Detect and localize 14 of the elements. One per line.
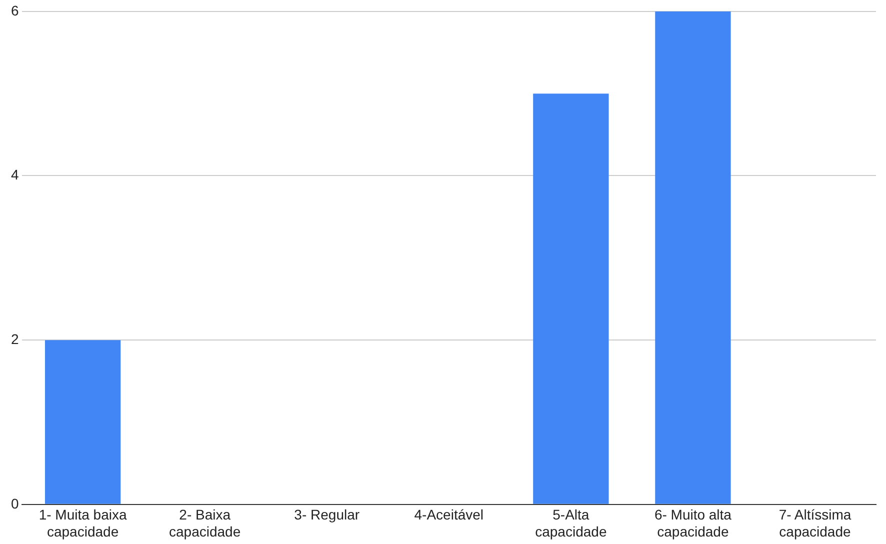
y-tick-label: 4	[10, 166, 19, 183]
bar	[655, 11, 731, 504]
x-tick-label: 1- Muita baixa capacidade	[38, 506, 127, 540]
bar	[533, 94, 609, 504]
x-tick-label: 4-Aceitável	[414, 506, 484, 523]
x-tick-label: 3- Regular	[294, 506, 360, 523]
y-tick-label: 2	[10, 330, 19, 347]
bar	[44, 340, 121, 504]
x-tick-label: 2- Baixa capacidade	[169, 506, 241, 540]
x-tick-label: 5-Alta capacidade	[535, 506, 607, 540]
y-tick-label: 0	[10, 495, 19, 512]
x-tick-label: 7- Altíssima capacidade	[778, 506, 852, 540]
y-tick-label: 6	[10, 2, 19, 18]
x-tick-label: 6- Muito alta capacidade	[654, 506, 732, 540]
